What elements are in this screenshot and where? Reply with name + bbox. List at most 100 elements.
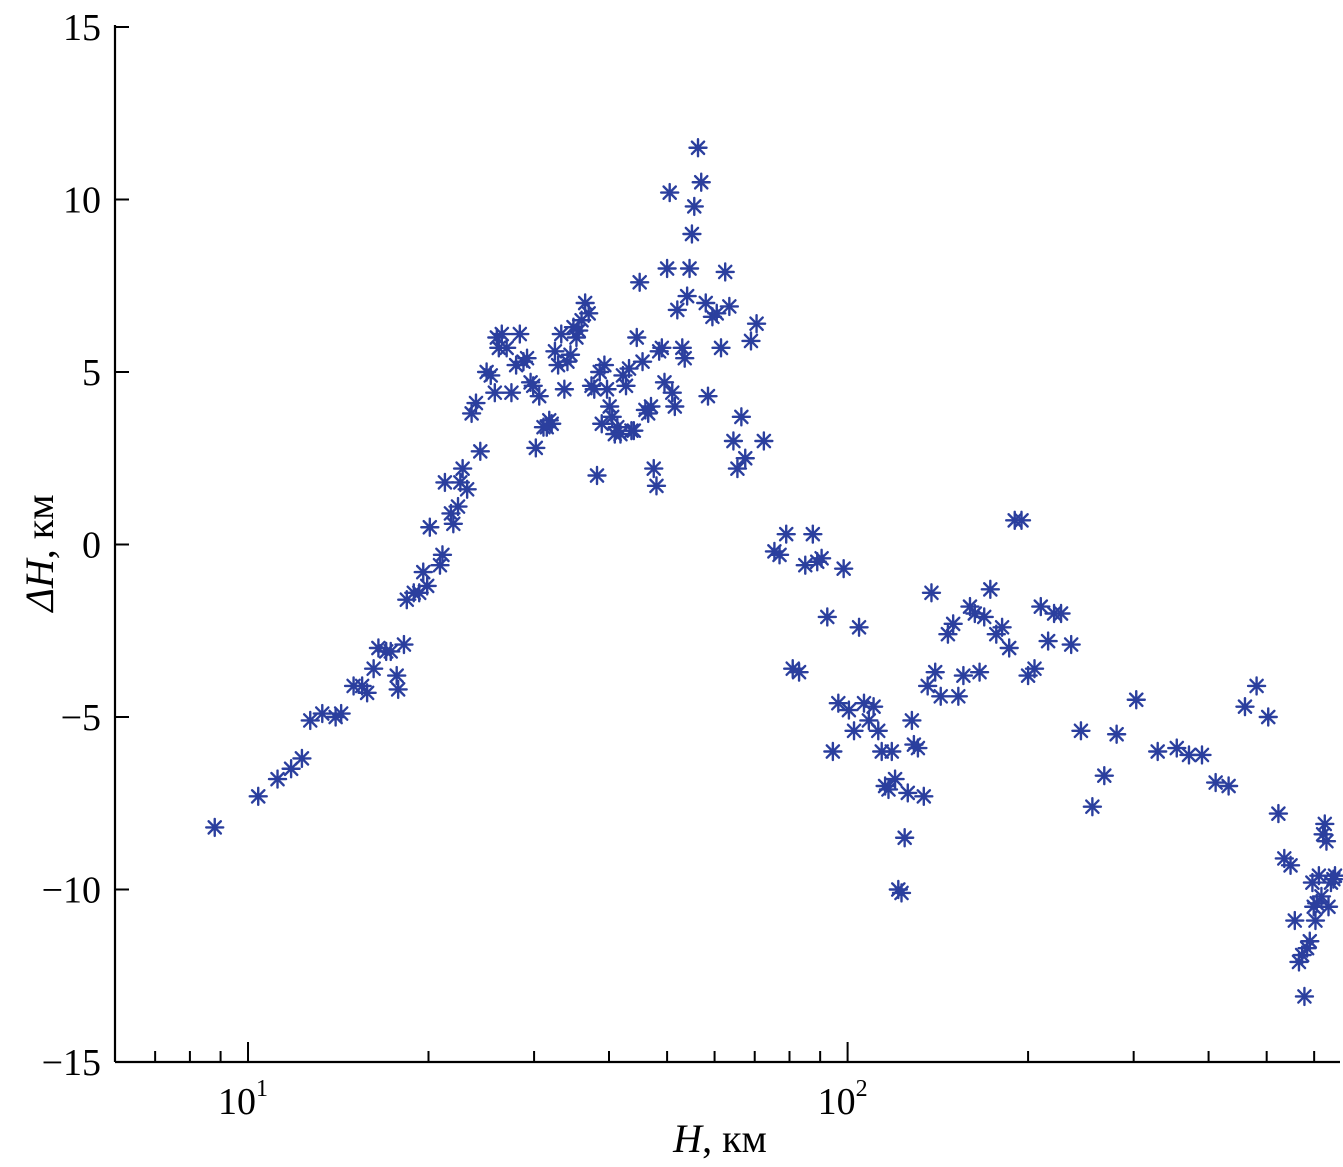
data-point: [594, 355, 615, 375]
data-point: [992, 617, 1012, 637]
data-point: [654, 372, 675, 393]
data-point: [657, 258, 677, 279]
y-axis-title: ΔH, км: [17, 494, 62, 613]
data-point: [811, 548, 832, 568]
data-point: [1315, 814, 1335, 834]
data-point: [492, 324, 512, 344]
data-point: [1235, 696, 1255, 717]
data-point: [1309, 866, 1329, 886]
data-point: [363, 659, 384, 679]
data-point: [1051, 603, 1071, 624]
data-point: [644, 458, 664, 479]
data-point: [868, 721, 888, 741]
data-point: [731, 407, 752, 427]
data-point: [646, 476, 667, 496]
data-point: [715, 262, 735, 282]
data-point: [1311, 886, 1332, 907]
data-point: [969, 662, 990, 682]
data-point: [632, 351, 653, 372]
data-point: [931, 686, 951, 706]
data-point: [388, 679, 408, 700]
data-point: [882, 741, 902, 762]
data-point: [677, 286, 697, 306]
data-point: [578, 303, 599, 324]
data-point: [448, 496, 468, 517]
data-point: [769, 545, 790, 565]
data-point: [652, 338, 672, 358]
data-point: [1024, 659, 1045, 679]
data-point: [754, 431, 774, 451]
data-point: [1071, 721, 1091, 741]
x-axis-title-unit: , км: [702, 1116, 767, 1161]
y-tick-label: 15: [63, 7, 101, 49]
data-point: [386, 665, 407, 686]
data-point: [1316, 831, 1337, 851]
data-point: [470, 441, 490, 462]
data-point: [1318, 897, 1339, 917]
data-point: [545, 341, 565, 361]
data-point: [1218, 776, 1239, 796]
x-tick-label: 10 2: [818, 1076, 868, 1123]
data-point: [974, 607, 994, 627]
data-point: [675, 348, 695, 368]
data-point: [435, 472, 455, 493]
y-tick-label: −5: [61, 697, 101, 739]
data-point: [267, 769, 288, 789]
data-point: [789, 662, 809, 682]
data-point: [839, 700, 859, 720]
data-point: [823, 741, 843, 762]
data-point: [878, 779, 899, 800]
data-point: [292, 748, 312, 769]
data-point: [485, 383, 505, 403]
data-point: [496, 338, 517, 358]
data-point: [665, 396, 685, 417]
data-point: [394, 634, 414, 655]
data-point: [331, 703, 351, 724]
data-point: [795, 555, 815, 575]
y-tick-label: 10: [63, 180, 101, 222]
data-points: [205, 138, 1343, 1007]
x-tick-label-base: 10: [218, 1081, 256, 1123]
data-point: [1305, 910, 1326, 931]
x-tick-label: 10 1: [218, 1076, 268, 1123]
data-point: [597, 379, 617, 399]
data-point: [457, 479, 477, 499]
data-point: [891, 883, 912, 903]
data-point: [925, 662, 945, 682]
y-axis-title-unit: , км: [17, 494, 62, 559]
data-point: [584, 379, 604, 399]
y-axis-title-variable: ΔH: [17, 557, 62, 613]
data-point: [481, 365, 501, 386]
data-point: [833, 558, 854, 579]
data-point: [413, 562, 433, 582]
data-point: [953, 665, 974, 686]
data-point: [1294, 986, 1315, 1007]
data-point: [1179, 745, 1199, 765]
x-axis-title-variable: H: [672, 1116, 704, 1161]
data-point: [443, 514, 464, 534]
data-point: [727, 458, 748, 479]
data-point: [1258, 707, 1278, 727]
data-point: [1205, 772, 1226, 793]
data-point: [817, 607, 837, 627]
data-point: [943, 614, 963, 634]
data-point: [921, 583, 942, 603]
data-point: [1246, 676, 1267, 696]
data-point: [698, 386, 718, 406]
y-tick-label: 5: [82, 352, 101, 394]
data-point: [776, 524, 796, 544]
data-point: [526, 438, 546, 458]
data-point: [1268, 803, 1289, 824]
data-point: [849, 617, 869, 637]
data-point: [417, 576, 437, 596]
data-point: [803, 524, 823, 544]
data-point: [735, 448, 755, 468]
data-point: [1011, 510, 1032, 531]
data-point: [624, 420, 644, 441]
data-point: [248, 786, 268, 807]
data-point: [723, 431, 744, 451]
data-point: [420, 517, 440, 537]
